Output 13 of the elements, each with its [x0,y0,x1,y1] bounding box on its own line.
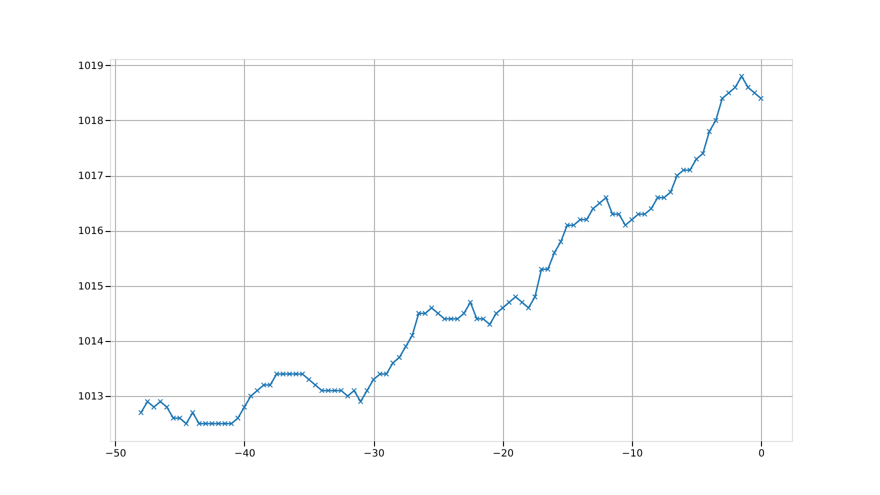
y-tick-label: 1019 [78,60,104,72]
x-tick-label: −40 [234,448,256,460]
x-tick-label: −30 [363,448,385,460]
y-tick-label: 1016 [78,226,104,238]
x-tick-label: −20 [492,448,514,460]
y-tick-label: 1014 [78,336,104,348]
y-tick-label: 1015 [78,281,104,292]
y-tick-label: 1018 [78,116,104,127]
y-tick-label: 1017 [78,171,104,182]
x-tick-label: −50 [105,448,126,460]
x-tick-label: −10 [622,448,643,460]
x-tick-label: 0 [758,448,765,460]
y-tick-label: 1013 [78,392,104,403]
